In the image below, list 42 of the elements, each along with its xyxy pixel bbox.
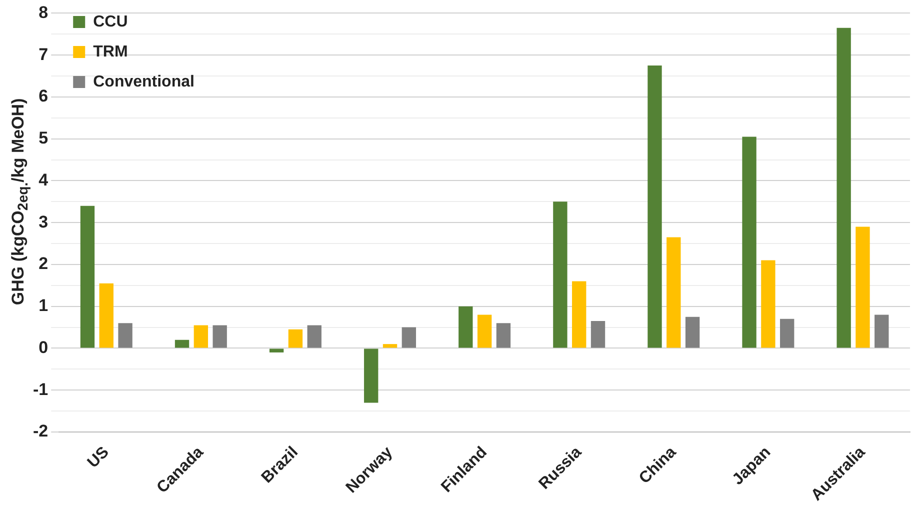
- bar: [288, 329, 303, 348]
- bar: [742, 136, 756, 348]
- bar: [364, 348, 378, 403]
- legend-label: CCU: [93, 13, 128, 30]
- bar: [874, 314, 889, 348]
- bar: [458, 306, 473, 348]
- y-tick-label: 0: [38, 338, 48, 357]
- bar: [307, 325, 322, 348]
- bar: [80, 206, 95, 348]
- y-tick-label: 6: [38, 86, 48, 106]
- y-tick-label: -1: [32, 380, 48, 399]
- bar: [99, 283, 114, 348]
- y-tick-label: 8: [38, 2, 48, 22]
- x-tick-label: US: [84, 443, 113, 472]
- bar: [836, 28, 851, 348]
- bar: [572, 281, 586, 348]
- y-tick-label: 5: [38, 128, 48, 148]
- bar: [780, 318, 794, 348]
- bar: [194, 325, 208, 348]
- bar: [761, 260, 776, 348]
- legend-label: Conventional: [93, 73, 194, 90]
- y-tick-label: -2: [32, 422, 48, 441]
- bar: [553, 202, 568, 348]
- bar: [666, 237, 681, 348]
- bar: [496, 323, 511, 348]
- y-tick-label: 4: [38, 170, 49, 190]
- bar: [382, 344, 398, 348]
- bar: [174, 340, 190, 348]
- y-tick-label: 2: [38, 254, 48, 274]
- bar: [269, 348, 284, 352]
- bar: [402, 327, 416, 348]
- bar: [477, 314, 492, 348]
- bar: [590, 321, 606, 348]
- bar: [685, 316, 700, 348]
- y-tick-label: 3: [38, 212, 48, 232]
- y-tick-label: 7: [38, 44, 48, 64]
- bar: [212, 325, 227, 348]
- bar: [856, 226, 870, 348]
- y-tick-label: 1: [38, 296, 48, 316]
- bar: [118, 323, 132, 348]
- legend-label: TRM: [93, 43, 128, 60]
- bar: [648, 66, 662, 348]
